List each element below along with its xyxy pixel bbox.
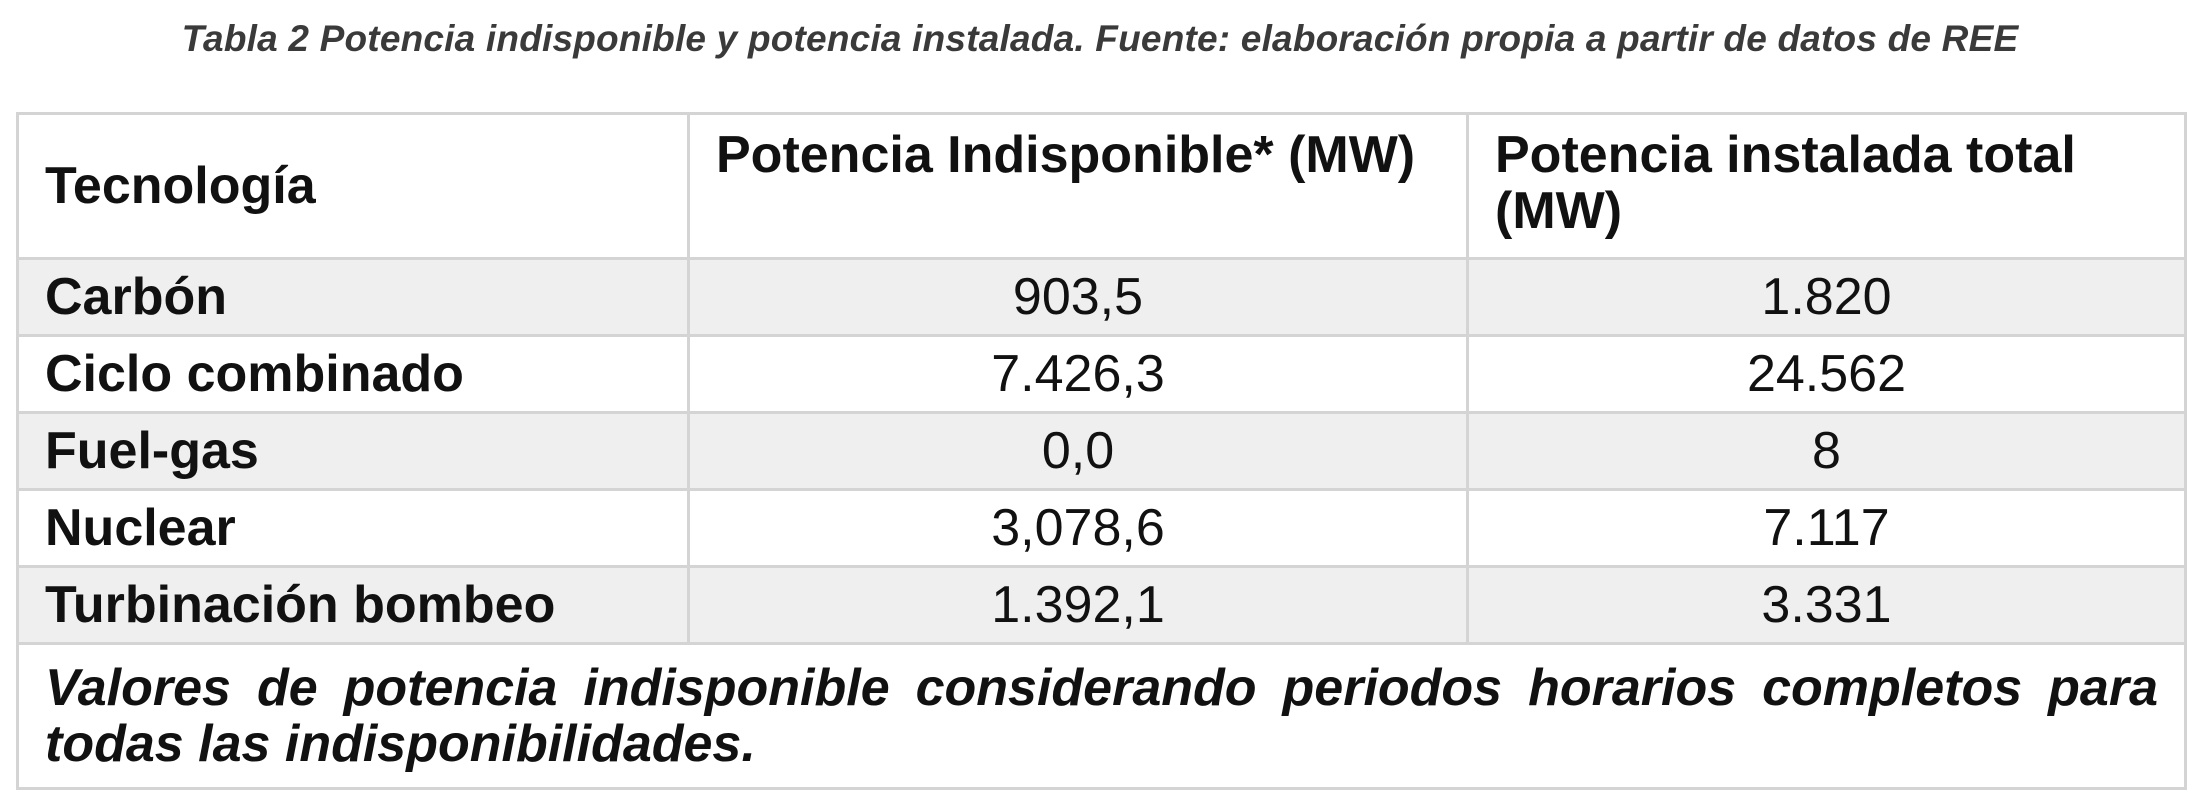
cell-tecnologia: Ciclo combinado: [16, 334, 690, 414]
cell-potencia-indisponible: 1.392,1: [687, 565, 1469, 645]
cell-potencia-indisponible: 903,5: [687, 257, 1469, 337]
table-row: Carbón 903,5 1.820: [16, 257, 2187, 337]
table-header-row: Tecnología Potencia Indisponible* (MW) P…: [16, 112, 2187, 260]
cell-potencia-instalada: 24.562: [1466, 334, 2187, 414]
cell-potencia-instalada: 3.331: [1466, 565, 2187, 645]
table-row: Ciclo combinado 7.426,3 24.562: [16, 334, 2187, 414]
cell-potencia-indisponible: 3,078,6: [687, 488, 1469, 568]
table-row: Turbinación bombeo 1.392,1 3.331: [16, 565, 2187, 645]
header-tecnologia: Tecnología: [16, 112, 690, 260]
table-footnote: Valores de potencia indisponible conside…: [16, 642, 2187, 790]
cell-potencia-indisponible: 7.426,3: [687, 334, 1469, 414]
cell-potencia-instalada: 1.820: [1466, 257, 2187, 337]
cell-tecnologia: Turbinación bombeo: [16, 565, 690, 645]
table-row: Fuel-gas 0,0 8: [16, 411, 2187, 491]
header-potencia-indisponible: Potencia Indisponible* (MW): [687, 112, 1469, 260]
cell-tecnologia: Carbón: [16, 257, 690, 337]
cell-tecnologia: Nuclear: [16, 488, 690, 568]
power-table: Tecnología Potencia Indisponible* (MW) P…: [16, 112, 2187, 790]
cell-potencia-indisponible: 0,0: [687, 411, 1469, 491]
cell-potencia-instalada: 7.117: [1466, 488, 2187, 568]
header-potencia-instalada: Potencia instalada total (MW): [1466, 112, 2187, 260]
cell-tecnologia: Fuel-gas: [16, 411, 690, 491]
cell-potencia-instalada: 8: [1466, 411, 2187, 491]
table-footnote-row: Valores de potencia indisponible conside…: [16, 642, 2187, 790]
table-row: Nuclear 3,078,6 7.117: [16, 488, 2187, 568]
table-caption: Tabla 2 Potencia indisponible y potencia…: [181, 18, 2019, 59]
